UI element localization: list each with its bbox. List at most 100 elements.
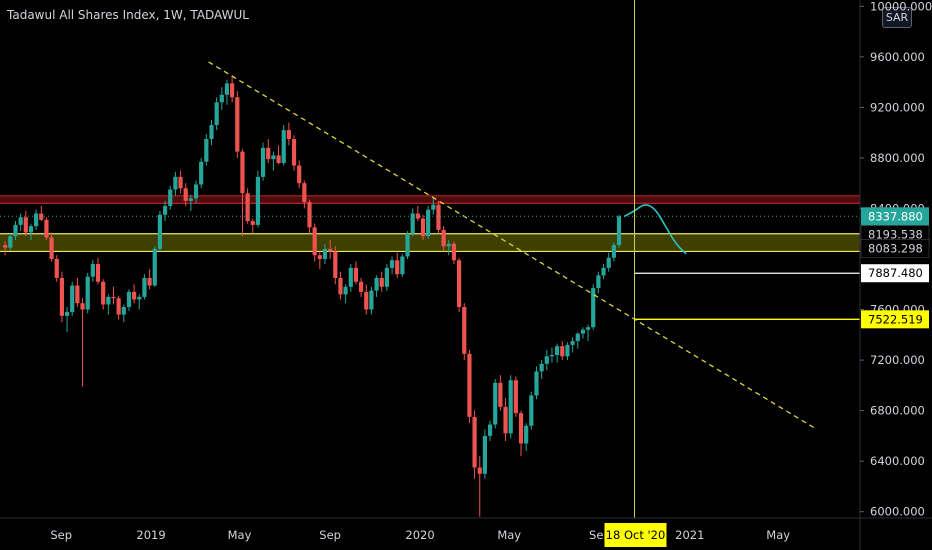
candle-body-24 xyxy=(126,291,132,308)
x-tick-label-2: May xyxy=(228,528,252,542)
candle-body-84 xyxy=(436,204,441,230)
candle-body-41 xyxy=(214,102,219,126)
y-tick-label-8: 6400.000 xyxy=(870,454,925,468)
candle-body-47 xyxy=(245,193,250,222)
candle-body-0 xyxy=(3,245,8,248)
candle-body-13 xyxy=(70,285,75,313)
candle-body-82 xyxy=(426,209,431,237)
candle-body-48 xyxy=(250,221,255,225)
candle-body-23 xyxy=(121,307,126,315)
candle-body-88 xyxy=(457,260,462,308)
candle-body-36 xyxy=(188,198,193,201)
candle-body-14 xyxy=(75,285,80,304)
candle-body-68 xyxy=(353,267,359,282)
candle-body-61 xyxy=(317,255,322,259)
candle-body-112 xyxy=(580,329,586,334)
candle-body-15 xyxy=(80,303,85,310)
candle-body-63 xyxy=(328,248,333,252)
price-label-bg-0 xyxy=(861,207,929,226)
candle-body-104 xyxy=(539,363,544,372)
candle-body-89 xyxy=(462,307,467,354)
candle-body-39 xyxy=(204,138,209,162)
candle-body-90 xyxy=(467,353,472,417)
price-label-bg-2 xyxy=(860,239,930,258)
candle-body-105 xyxy=(544,356,549,364)
y-tick-label-2: 9200.000 xyxy=(870,100,925,114)
candle-body-119 xyxy=(616,216,622,246)
currency-button[interactable]: SAR xyxy=(882,7,912,28)
candle-body-65 xyxy=(338,277,343,295)
candle-body-32 xyxy=(168,189,173,206)
candle-body-106 xyxy=(549,355,555,357)
price-label-4: 7522.519 xyxy=(868,312,923,326)
candle-body-85 xyxy=(441,229,446,247)
candle-body-7 xyxy=(39,213,44,220)
candle-body-96 xyxy=(498,382,503,407)
candle-body-94 xyxy=(487,424,493,436)
candle-body-20 xyxy=(106,296,111,305)
candle-body-91 xyxy=(472,416,477,468)
candle-body-99 xyxy=(513,380,518,414)
candle-body-110 xyxy=(570,341,575,345)
candle-body-98 xyxy=(508,380,513,434)
candle-body-4 xyxy=(23,217,28,233)
candle-body-27 xyxy=(142,277,147,297)
x-tick-label-8: May xyxy=(766,528,790,542)
candle-body-59 xyxy=(307,202,312,228)
candle-body-117 xyxy=(606,257,611,268)
candle-body-92 xyxy=(477,467,482,474)
candle-body-74 xyxy=(384,267,389,287)
candle-body-49 xyxy=(255,176,261,225)
zone-1 xyxy=(0,233,860,252)
candle-body-62 xyxy=(322,248,328,259)
candle-body-71 xyxy=(369,290,374,310)
candle-body-52 xyxy=(271,155,276,160)
candle-body-86 xyxy=(446,243,451,247)
projection-curve xyxy=(623,204,687,255)
candle-body-16 xyxy=(85,276,90,310)
candle-body-114 xyxy=(591,288,596,328)
candle-body-103 xyxy=(534,371,539,396)
candle-body-100 xyxy=(518,413,524,444)
candle-body-54 xyxy=(281,130,286,163)
candle-body-2 xyxy=(13,224,18,237)
x-tick-label-4: 2020 xyxy=(405,528,434,542)
candle-body-30 xyxy=(157,214,163,249)
zone-0 xyxy=(0,195,860,204)
candle-body-3 xyxy=(18,217,23,225)
candle-body-17 xyxy=(90,264,95,277)
candle-body-118 xyxy=(611,245,616,258)
candle-body-11 xyxy=(59,277,65,316)
candle-body-12 xyxy=(64,312,70,316)
y-tick-label-9: 6000.000 xyxy=(870,505,925,519)
candle-body-95 xyxy=(493,382,498,425)
candle-body-115 xyxy=(596,275,601,289)
candle-body-70 xyxy=(364,291,369,310)
candle-body-43 xyxy=(224,83,230,95)
candle-body-21 xyxy=(111,296,116,299)
x-tick-label-1: 2019 xyxy=(136,528,165,542)
candle-body-19 xyxy=(101,281,106,305)
candle-body-31 xyxy=(162,205,168,215)
candle-body-66 xyxy=(343,286,348,295)
candle-body-80 xyxy=(415,213,420,219)
candle-body-33 xyxy=(173,176,178,190)
x-tick-label-3: Sep xyxy=(319,528,341,542)
candle-body-108 xyxy=(560,346,565,357)
candle-body-35 xyxy=(183,188,188,201)
candle-body-81 xyxy=(420,218,426,237)
y-tick-label-3: 8800.000 xyxy=(870,151,925,165)
candle-body-77 xyxy=(400,256,405,275)
candle-body-45 xyxy=(235,97,240,152)
candle-body-26 xyxy=(137,296,142,300)
candle-body-60 xyxy=(312,227,317,256)
candle-body-5 xyxy=(28,226,34,233)
chart-title: Tadawul All Shares Index, 1W, TADAWUL xyxy=(7,8,249,22)
candle-body-58 xyxy=(302,183,307,203)
candle-body-29 xyxy=(152,248,157,286)
x-tick-label-5: May xyxy=(497,528,521,542)
candle-body-87 xyxy=(451,243,457,261)
x-tick-label-0: Sep xyxy=(50,528,72,542)
price-label-3: 7887.480 xyxy=(868,266,923,280)
